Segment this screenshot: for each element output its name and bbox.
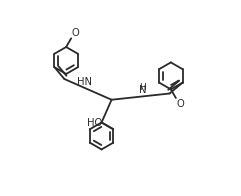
Text: O: O <box>176 99 184 109</box>
Text: O: O <box>72 28 79 38</box>
Text: HN: HN <box>77 77 92 87</box>
Text: H: H <box>140 83 146 92</box>
Text: N: N <box>139 85 147 95</box>
Text: HO: HO <box>87 118 102 128</box>
